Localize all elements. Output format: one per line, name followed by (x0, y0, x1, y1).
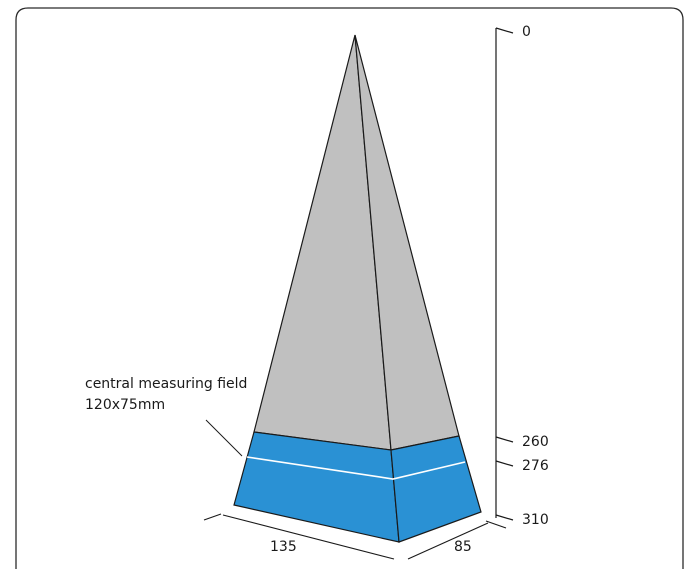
scale-label-260: 260 (522, 434, 549, 450)
annotation-leader (205, 419, 243, 457)
frame-border (15, 7, 684, 569)
annotation-line-1: central measuring field (85, 376, 247, 392)
scale-tick-0 (495, 27, 514, 34)
base-right-face (390, 435, 482, 543)
scale-label-310: 310 (522, 512, 549, 528)
scale-tick-260 (495, 436, 514, 443)
depth-dimension-line (407, 522, 489, 560)
width-dimension-line (222, 514, 395, 560)
width-dimension-tick-left (203, 513, 222, 521)
scale-label-276: 276 (522, 458, 549, 474)
scale-label-0: 0 (522, 24, 531, 40)
width-dimension-label: 135 (270, 539, 297, 555)
base-left-face (233, 431, 400, 543)
scale-tick-276 (495, 460, 514, 467)
depth-dimension-label: 85 (454, 539, 472, 555)
scale-tick-310 (495, 514, 514, 521)
measuring-field-line (246, 456, 466, 480)
depth-dimension-tick-right (485, 520, 507, 529)
annotation-line-2: 120x75mm (85, 397, 165, 413)
